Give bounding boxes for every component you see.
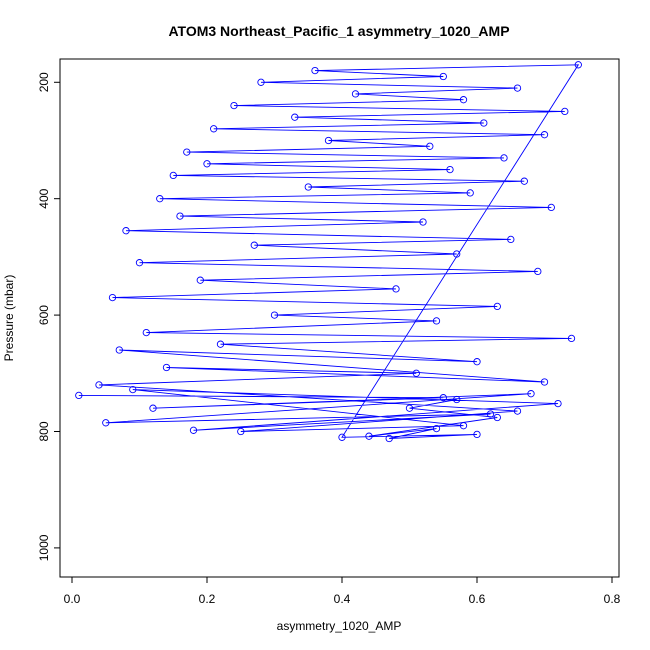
data-point	[473, 358, 481, 366]
data-point	[486, 410, 495, 418]
data-point	[473, 430, 481, 439]
x-tick-label: 0.0	[64, 592, 81, 606]
data-point	[493, 413, 501, 422]
data-point	[122, 227, 130, 235]
data-point	[426, 142, 434, 150]
data-point	[520, 177, 528, 185]
data-point	[547, 203, 555, 212]
x-tick-label: 0.8	[604, 592, 621, 606]
data-point	[439, 394, 447, 402]
y-tick-label: 200	[37, 72, 51, 92]
data-point	[500, 154, 508, 162]
data-point	[196, 276, 204, 284]
y-tick-label: 400	[37, 188, 51, 208]
data-point	[129, 385, 137, 394]
data-point	[439, 72, 447, 81]
x-tick-label: 0.6	[469, 592, 486, 606]
data-point	[169, 171, 177, 180]
data-point	[540, 131, 549, 139]
data-point	[183, 148, 191, 156]
x-tick-label: 0.4	[334, 592, 351, 606]
data-point	[534, 267, 542, 276]
data-point	[270, 311, 279, 319]
data-point	[466, 189, 474, 197]
data-point	[567, 334, 576, 343]
data-point	[149, 404, 157, 412]
data-point	[102, 419, 110, 427]
data-point	[493, 302, 501, 311]
series-line	[78, 64, 580, 439]
series-layer	[75, 61, 582, 443]
y-tick-label: 1000	[37, 534, 51, 561]
data-point	[459, 96, 468, 104]
chart-title: ATOM3 Northeast_Pacific_1 asymmetry_1020…	[168, 23, 509, 39]
data-point	[554, 399, 562, 408]
x-tick-label: 0.2	[199, 592, 216, 606]
plot-area	[59, 58, 620, 578]
data-point	[540, 378, 549, 386]
data-point	[324, 136, 333, 145]
x-axis: 0.0 0.2 0.4 0.6 0.8	[64, 577, 621, 606]
data-point	[561, 107, 569, 116]
data-point	[142, 328, 150, 337]
y-axis: 200 400 600 800 1000	[37, 72, 60, 561]
plot-frame	[59, 58, 620, 578]
data-point	[176, 212, 184, 220]
data-point	[189, 426, 198, 434]
y-tick-label: 600	[37, 305, 51, 325]
data-point	[210, 125, 218, 133]
y-tick-label: 800	[37, 421, 51, 441]
data-point	[75, 391, 83, 400]
data-point	[432, 424, 441, 433]
data-point	[385, 434, 393, 443]
data-point	[338, 433, 346, 441]
data-point	[365, 432, 373, 440]
data-point	[250, 241, 258, 249]
data-point	[513, 407, 522, 415]
data-point	[459, 422, 468, 430]
data-point	[507, 235, 515, 244]
data-point	[304, 183, 312, 191]
data-point	[162, 363, 171, 372]
data-point	[311, 66, 319, 75]
data-point	[480, 119, 488, 127]
data-point	[291, 113, 299, 121]
data-point	[527, 390, 535, 398]
data-point	[419, 218, 427, 226]
data-point	[115, 346, 123, 354]
data-point	[351, 90, 360, 98]
data-point	[412, 369, 420, 377]
data-point	[237, 427, 245, 436]
data-point	[574, 61, 582, 69]
data-point	[392, 285, 400, 293]
data-point	[405, 404, 414, 412]
data-point	[453, 395, 461, 404]
data-point	[446, 165, 454, 174]
data-point	[95, 381, 103, 389]
data-point	[257, 78, 265, 86]
data-point	[453, 250, 461, 258]
x-axis-label: asymmetry_1020_AMP	[277, 619, 402, 633]
y-axis-label: Pressure (mbar)	[2, 275, 16, 362]
data-point	[432, 317, 441, 325]
data-point	[156, 195, 164, 203]
data-point	[108, 293, 117, 302]
data-point	[216, 340, 225, 348]
data-point	[230, 101, 238, 110]
data-point	[135, 259, 144, 267]
data-point	[203, 160, 211, 168]
data-point	[513, 84, 522, 92]
